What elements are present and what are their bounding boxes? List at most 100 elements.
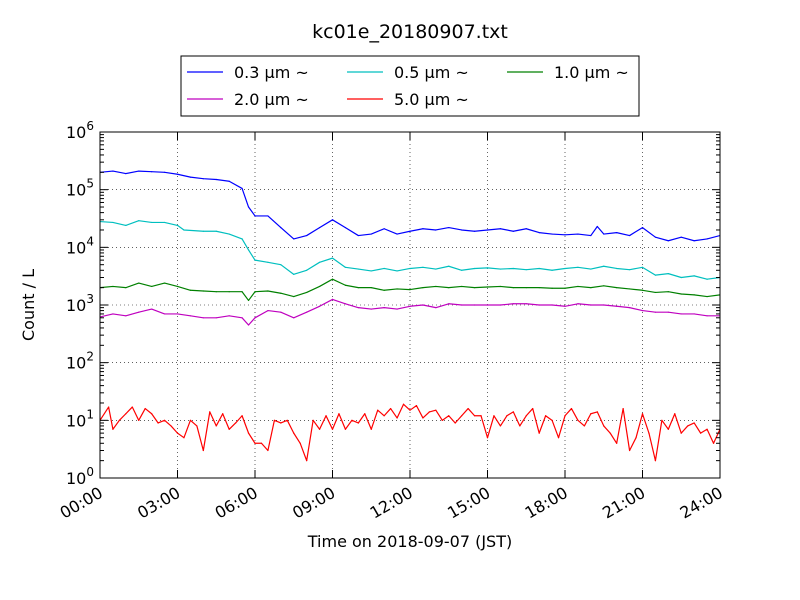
data-point: [590, 304, 592, 306]
data-point: [202, 449, 204, 452]
data-point: [525, 269, 527, 271]
data-point: [667, 428, 669, 430]
y-tick-label: 100: [66, 465, 94, 488]
data-point: [641, 226, 644, 229]
data-point: [409, 288, 411, 291]
data-point: [370, 287, 372, 289]
data-point: [215, 230, 217, 232]
data-point: [448, 415, 450, 417]
data-point: [473, 415, 476, 417]
data-point: [473, 267, 476, 270]
data-point: [538, 432, 540, 434]
data-point: [157, 422, 159, 424]
data-point: [693, 313, 695, 315]
data-point: [603, 265, 605, 267]
data-point: [577, 303, 579, 305]
data-point: [648, 432, 650, 434]
data-point: [112, 285, 114, 288]
data-point: [590, 268, 592, 270]
data-point: [202, 317, 204, 319]
data-point: [267, 215, 269, 217]
series-3: [100, 278, 720, 302]
data-point: [603, 304, 605, 306]
data-point: [163, 313, 166, 315]
legend-label: 0.3 μm ~: [234, 63, 309, 82]
data-point: [706, 295, 708, 298]
data-point: [112, 170, 114, 172]
data-point: [693, 422, 695, 424]
data-point: [499, 425, 502, 427]
x-tick-label: 09:00: [289, 483, 338, 523]
data-point: [163, 419, 166, 421]
x-tick-label: 00:00: [57, 483, 106, 523]
data-point: [454, 422, 456, 424]
data-point: [564, 287, 566, 289]
data-point: [616, 305, 618, 307]
data-point: [422, 228, 424, 230]
data-point: [396, 417, 398, 419]
data-point: [616, 232, 618, 234]
data-point: [299, 442, 301, 444]
data-point: [183, 229, 185, 231]
data-point: [370, 233, 372, 235]
data-point: [706, 428, 708, 430]
data-point: [151, 171, 153, 173]
data-point: [680, 236, 682, 238]
data-point: [641, 309, 644, 312]
data-point: [241, 291, 243, 293]
data-point: [306, 460, 308, 462]
data-point: [125, 224, 127, 227]
data-point: [616, 267, 618, 270]
data-point: [163, 221, 166, 224]
data-point: [138, 419, 140, 421]
data-point: [616, 287, 618, 289]
data-point: [693, 294, 695, 296]
data-point: [267, 261, 269, 263]
data-point: [545, 415, 547, 417]
data-point: [254, 442, 256, 444]
data-point: [596, 411, 598, 413]
data-point: [525, 415, 527, 417]
data-point: [486, 267, 489, 269]
data-point: [215, 291, 217, 293]
data-point: [577, 266, 579, 268]
legend-label: 5.0 μm ~: [394, 90, 469, 109]
data-point: [486, 286, 489, 288]
data-point: [654, 236, 657, 238]
data-point: [499, 228, 502, 230]
data-point: [641, 413, 644, 415]
data-point: [435, 229, 437, 231]
data-point: [422, 287, 424, 289]
data-point: [435, 307, 437, 309]
data-point: [151, 285, 153, 288]
data-point: [435, 268, 437, 270]
data-point: [370, 270, 372, 272]
data-point: [473, 287, 476, 289]
data-point: [461, 304, 463, 306]
data-point: [609, 432, 611, 434]
data-point: [596, 225, 598, 228]
data-point: [667, 240, 669, 242]
data-point: [293, 432, 295, 434]
data-point: [125, 413, 127, 415]
data-point: [641, 289, 644, 291]
data-point: [390, 407, 392, 410]
data-point: [293, 238, 295, 240]
y-tick-label: 105: [66, 177, 94, 200]
data-point: [396, 308, 398, 310]
data-point: [383, 307, 385, 309]
data-point: [383, 228, 385, 230]
data-point: [318, 428, 321, 430]
data-point: [512, 411, 514, 413]
data-point: [402, 403, 405, 405]
x-tick-label: 15:00: [444, 483, 493, 523]
data-point: [641, 266, 644, 268]
data-point: [667, 311, 669, 313]
data-point: [228, 233, 230, 235]
data-point: [267, 309, 269, 312]
data-point: [603, 425, 605, 427]
data-point: [228, 180, 230, 182]
data-point: [570, 407, 573, 410]
data-point: [280, 422, 282, 424]
data-point: [667, 273, 669, 275]
